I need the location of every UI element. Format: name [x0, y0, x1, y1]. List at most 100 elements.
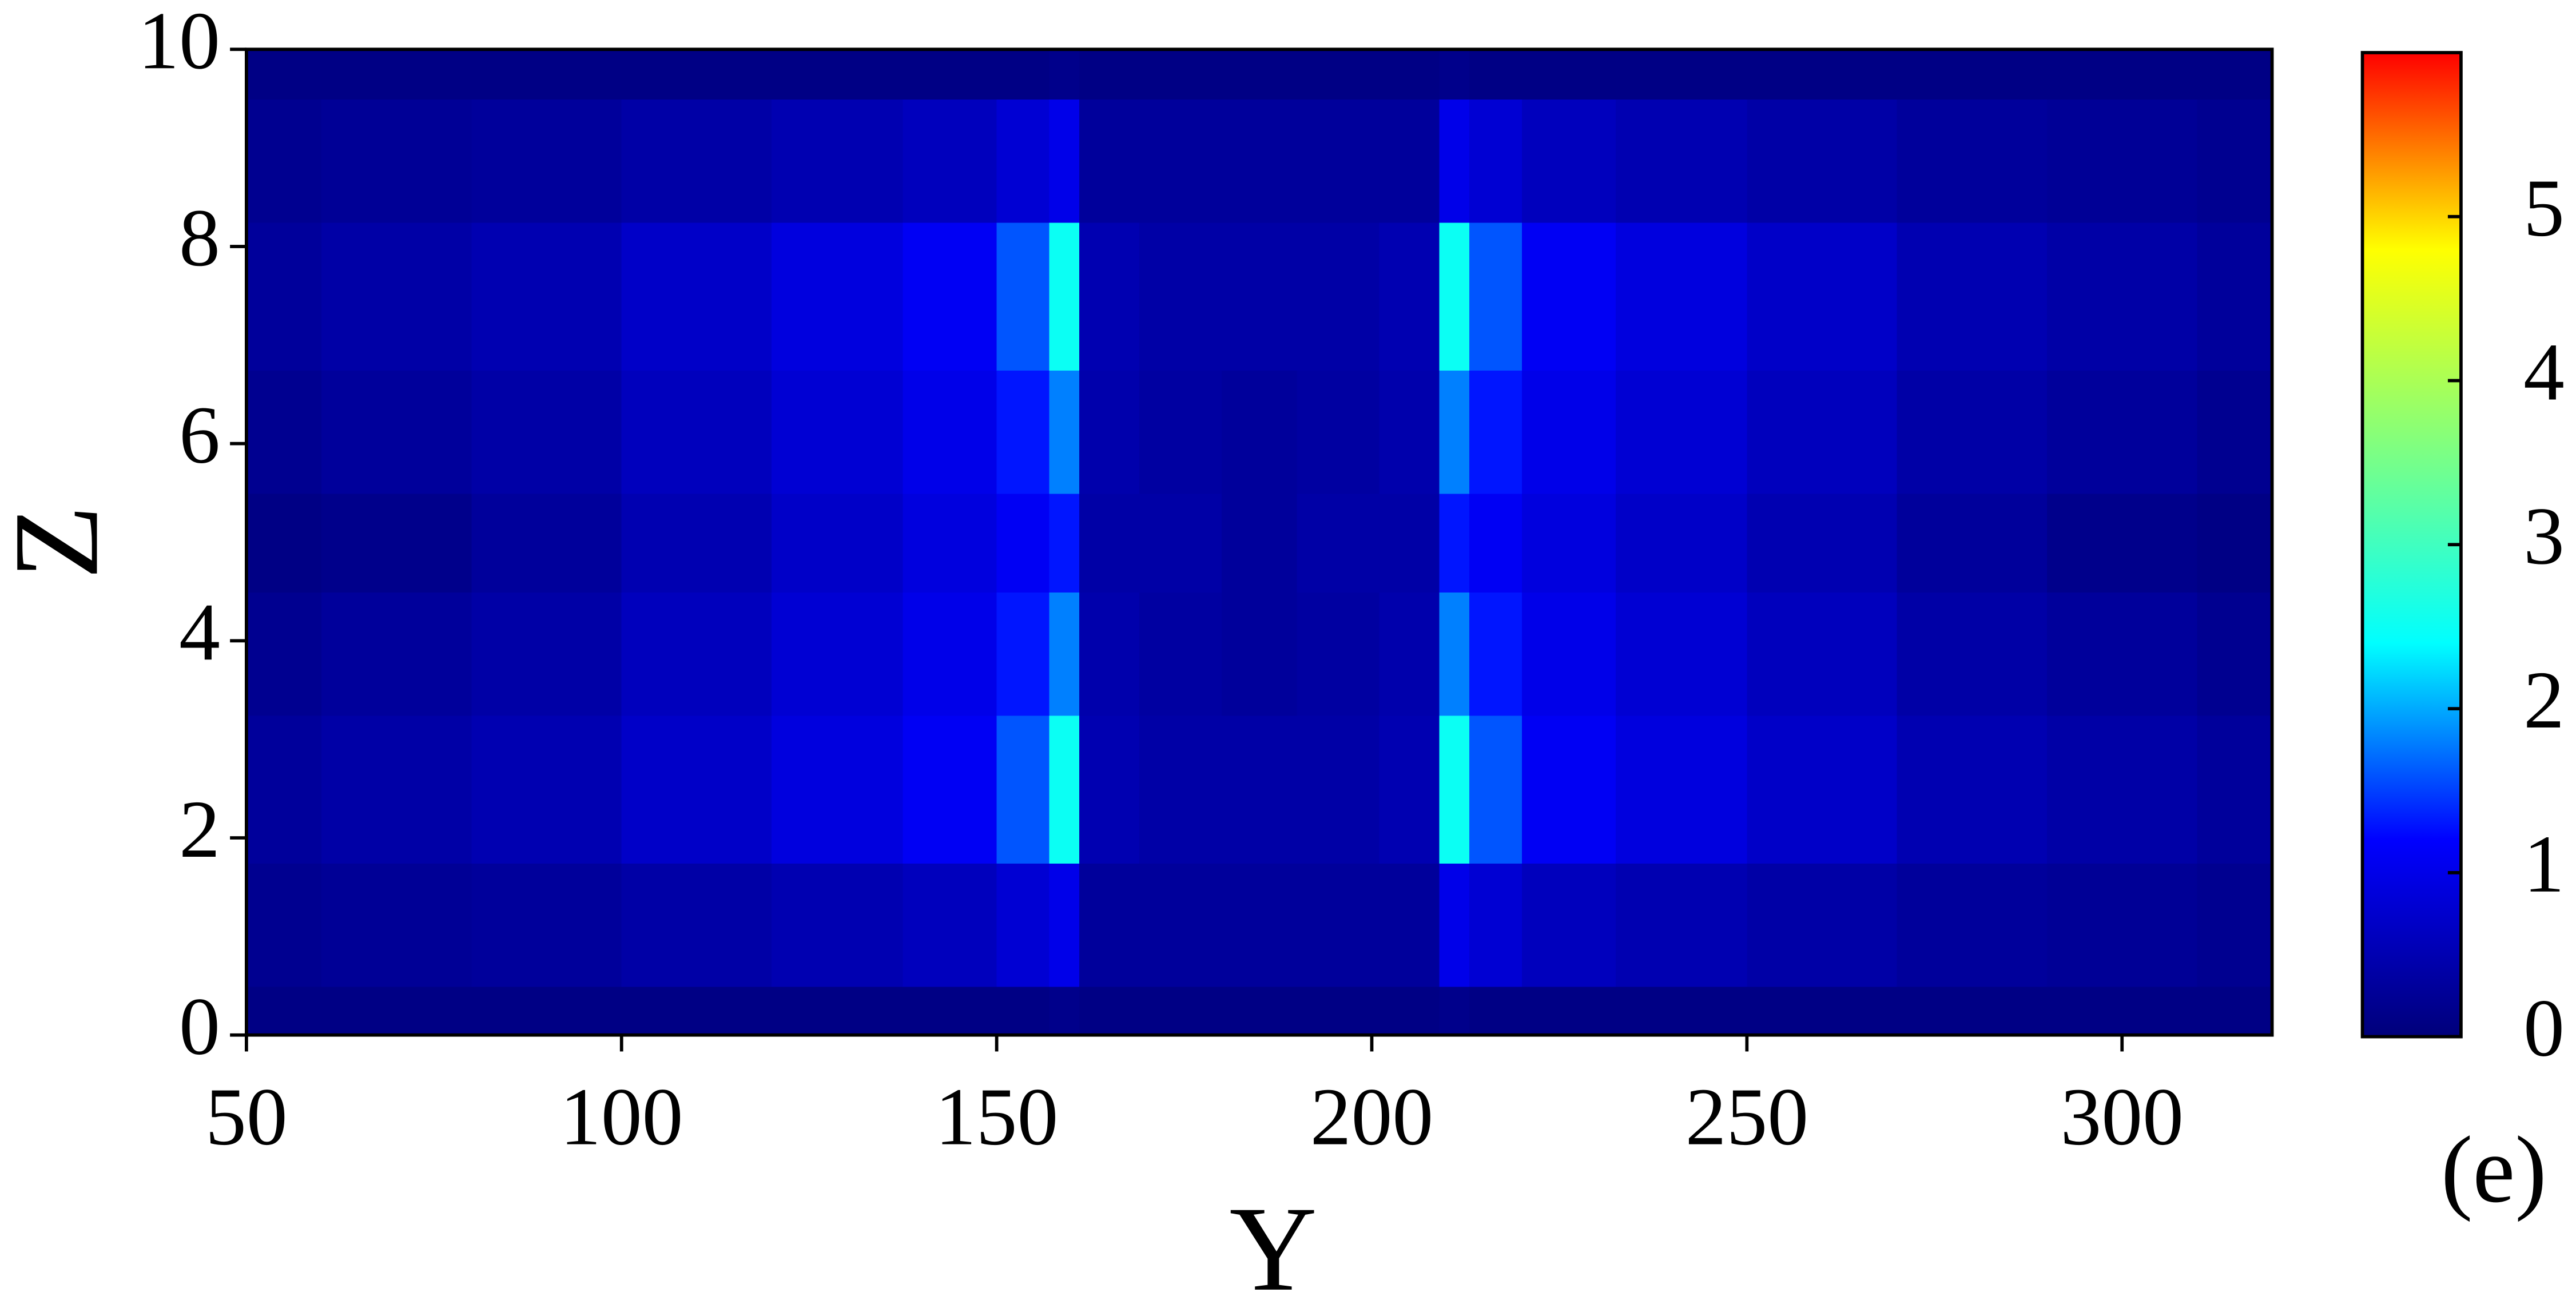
heatmap-cell [621, 221, 773, 371]
heatmap-cell [1139, 221, 1223, 371]
heatmap-cell [903, 985, 998, 1036]
heatmap-cell [1521, 862, 1617, 987]
heatmap-cell [772, 985, 904, 1036]
heatmap-cell [1049, 714, 1080, 864]
heatmap-cell [2197, 985, 2273, 1036]
heatmap-cell [1222, 591, 1298, 716]
x-tick-label: 200 [1310, 1072, 1433, 1163]
heatmap-cell [246, 49, 323, 100]
heatmap-cell [1747, 591, 1898, 716]
heatmap-cell [1521, 49, 1617, 100]
heatmap-cell [1897, 862, 2048, 987]
y-tick-label: 6 [179, 390, 220, 481]
heatmap-cell [1469, 591, 1523, 716]
heatmap-cell [1222, 985, 1298, 1036]
heatmap-cell [1297, 862, 1381, 987]
heatmap-cell [772, 862, 904, 987]
heatmap-cell [1139, 862, 1223, 987]
heatmap-cell [471, 369, 623, 494]
colorbar-tick-label: 0 [2523, 983, 2565, 1074]
heatmap-cell [1615, 985, 1748, 1036]
heatmap-cell [1222, 714, 1298, 864]
colorbar-tick-label: 1 [2523, 819, 2565, 910]
heatmap-cell [1897, 49, 2048, 100]
heatmap-cell [321, 98, 473, 223]
heatmap-cell [1079, 985, 1140, 1036]
heatmap-cell [1439, 714, 1470, 864]
heatmap-cell [1521, 221, 1617, 371]
heatmap-cell [1747, 49, 1898, 100]
heatmap [246, 49, 2273, 1036]
heatmap-cell [1379, 591, 1441, 716]
heatmap-cell [1049, 862, 1080, 987]
heatmap-cell [2047, 591, 2199, 716]
heatmap-cell [1439, 221, 1470, 371]
x-tick-label: 150 [935, 1072, 1058, 1163]
heatmap-cell [1049, 985, 1080, 1036]
y-axis-label: Z [0, 505, 123, 579]
heatmap-cell [1379, 985, 1441, 1036]
heatmap-cell [772, 591, 904, 716]
heatmap-cell [1521, 714, 1617, 864]
heatmap-cell [1297, 985, 1381, 1036]
heatmap-cell [772, 98, 904, 223]
x-tick-label: 50 [205, 1072, 288, 1163]
heatmap-cell [1139, 369, 1223, 494]
heatmap-cell [621, 985, 773, 1036]
heatmap-cell [1439, 98, 1470, 223]
heatmap-cell [2047, 369, 2199, 494]
heatmap-cell [1379, 369, 1441, 494]
heatmap-cell [903, 49, 998, 100]
heatmap-cell [246, 862, 323, 987]
heatmap-cell [321, 49, 473, 100]
heatmap-cell [471, 98, 623, 223]
heatmap-cell [1297, 369, 1381, 494]
y-tick-label: 0 [179, 981, 220, 1072]
heatmap-cell [321, 591, 473, 716]
heatmap-cell [1469, 221, 1523, 371]
heatmap-cell [471, 714, 623, 864]
heatmap-cell [321, 714, 473, 864]
heatmap-cell [1615, 492, 1748, 593]
heatmap-cell [246, 492, 323, 593]
heatmap-cell [321, 985, 473, 1036]
heatmap-cell [1079, 714, 1140, 864]
heatmap-cell [772, 714, 904, 864]
heatmap-cell [621, 862, 773, 987]
heatmap-cell [1897, 369, 2048, 494]
heatmap-cell [2197, 98, 2273, 223]
heatmap-cell [1747, 985, 1898, 1036]
heatmap-cell [1297, 714, 1381, 864]
heatmap-cell [1521, 492, 1617, 593]
heatmap-cell [1297, 591, 1381, 716]
heatmap-cell [471, 591, 623, 716]
heatmap-cell [246, 221, 323, 371]
heatmap-cell [621, 492, 773, 593]
heatmap-cell [621, 49, 773, 100]
heatmap-cell [1379, 221, 1441, 371]
heatmap-cell [1079, 862, 1140, 987]
heatmap-cell [1079, 492, 1140, 593]
heatmap-cell [903, 714, 998, 864]
heatmap-cell [1222, 492, 1298, 593]
heatmap-cell [246, 98, 323, 223]
heatmap-cell [2197, 714, 2273, 864]
heatmap-cell [1615, 714, 1748, 864]
heatmap-cell [321, 492, 473, 593]
heatmap-cell [903, 862, 998, 987]
y-tick-label: 4 [179, 587, 220, 678]
heatmap-cell [246, 714, 323, 864]
heatmap-cell [1747, 369, 1898, 494]
y-tick-label: 10 [138, 0, 220, 86]
heatmap-cell [246, 591, 323, 716]
heatmap-cell [1049, 221, 1080, 371]
heatmap-cell [1222, 98, 1298, 223]
heatmap-cell [1897, 714, 2048, 864]
heatmap-cell [471, 221, 623, 371]
heatmap-cell [1469, 369, 1523, 494]
heatmap-cell [1222, 221, 1298, 371]
heatmap-cell [772, 221, 904, 371]
y-tick-label: 2 [179, 784, 220, 875]
heatmap-cell [2047, 714, 2199, 864]
heatmap-cell [1379, 714, 1441, 864]
